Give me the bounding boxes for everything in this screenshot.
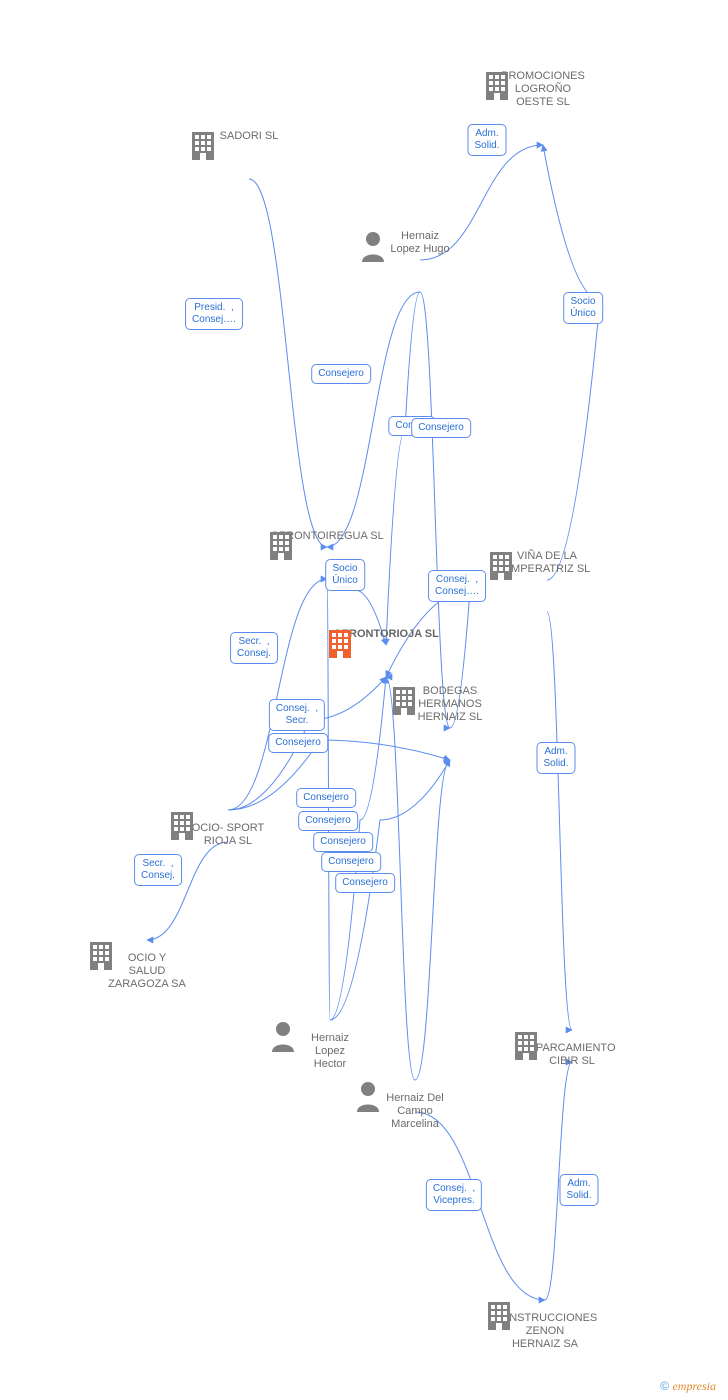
edge-label: Consej. , Consej….	[428, 570, 486, 602]
edge	[386, 292, 420, 645]
company-node[interactable]: GERONTOIREGUA SL	[267, 530, 387, 555]
edge-label: Consejero	[311, 364, 371, 384]
company-node[interactable]: OCIO YSALUDZARAGOZA SA	[87, 940, 207, 991]
edge-label: Presid. , Consej….	[185, 298, 243, 330]
edge-label: Consejero	[411, 418, 471, 438]
company-node[interactable]: VIÑA DE LAEMPERATRIZ SL	[487, 550, 607, 588]
edge	[415, 760, 450, 1080]
edge	[547, 612, 572, 1030]
edge	[420, 292, 450, 728]
brand-name: empresia	[672, 1379, 716, 1393]
edge	[228, 579, 327, 810]
edge-label: Consej. , Secr.	[269, 699, 325, 731]
company-node[interactable]: GERONTORIOJA SL	[326, 628, 446, 653]
edge-label: Consej. , Vicepres.	[426, 1179, 482, 1211]
company-node[interactable]: OCIO- SPORTRIOJA SL	[168, 810, 288, 848]
edges-layer	[0, 0, 728, 1400]
edge-label: Consejero	[313, 832, 373, 852]
edge-label: Secr. , Consej.	[230, 632, 278, 664]
edge	[249, 179, 327, 547]
edge-label: Consejero	[298, 811, 358, 831]
person-node[interactable]: Hernaiz DelCampoMarcelina	[355, 1080, 475, 1131]
person-node[interactable]: HernaizLopez Hugo	[360, 230, 480, 268]
edge-label: Secr. , Consej.	[134, 854, 182, 886]
person-node[interactable]: HernaizLopezHector	[270, 1020, 390, 1071]
watermark: © empresia	[660, 1379, 716, 1394]
company-node[interactable]: SADORI SL	[189, 130, 309, 155]
edge-label: Consejero	[335, 873, 395, 893]
edge-label: Consejero	[321, 852, 381, 872]
company-node[interactable]: CONSTRUCCIONESZENONHERNAIZ SA	[485, 1300, 605, 1351]
company-node[interactable]: BODEGASHERMANOSHERNAIZ SL	[390, 685, 510, 736]
edge-label: Consejero	[268, 733, 328, 753]
edge-label: Adm. Solid.	[467, 124, 506, 156]
company-node[interactable]: PROMOCIONESLOGROÑOOESTE SL	[483, 70, 603, 121]
edge	[543, 145, 600, 580]
edge-label: Socio Único	[325, 559, 365, 591]
network-diagram: PROMOCIONESLOGROÑOOESTE SL SADORI SL Herna…	[0, 0, 728, 1400]
edge-label: Adm. Solid.	[559, 1174, 598, 1206]
edge-label: Socio Único	[563, 292, 603, 324]
copyright-symbol: ©	[660, 1379, 669, 1393]
edge-label: Consejero	[296, 788, 356, 808]
edge-label: Adm. Solid.	[536, 742, 575, 774]
company-node[interactable]: APARCAMIENTOCIBIR SL	[512, 1030, 632, 1068]
